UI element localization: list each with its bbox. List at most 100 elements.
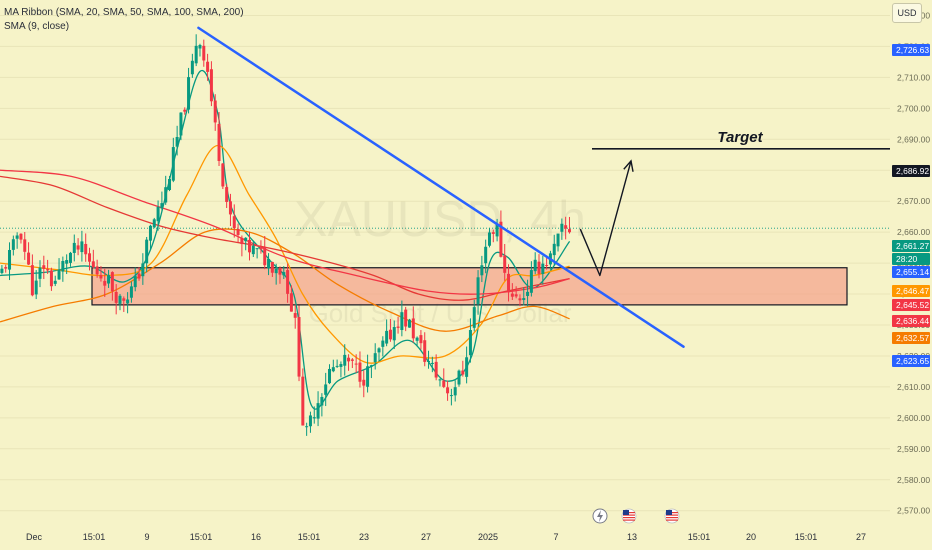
candle-44[interactable]: [168, 176, 172, 192]
candle-128[interactable]: [487, 227, 491, 248]
candle-18[interactable]: [68, 251, 72, 267]
candle-12[interactable]: [46, 259, 50, 274]
candle-40[interactable]: [152, 217, 156, 229]
candle-91[interactable]: [347, 354, 351, 371]
candle-90[interactable]: [343, 344, 347, 376]
candle-26[interactable]: [99, 266, 103, 282]
candle-52[interactable]: [198, 43, 202, 57]
candle-15[interactable]: [57, 258, 61, 280]
candle-122[interactable]: [465, 346, 469, 384]
candle-68[interactable]: [259, 240, 263, 254]
candle-95[interactable]: [362, 370, 366, 398]
candle-51[interactable]: [194, 34, 198, 67]
candle-81[interactable]: [308, 411, 312, 433]
candle-135[interactable]: [514, 286, 518, 299]
candle-37[interactable]: [141, 253, 145, 285]
candle-17[interactable]: [65, 254, 69, 275]
candle-82[interactable]: [312, 406, 316, 424]
candle-86[interactable]: [327, 364, 331, 385]
candle-43[interactable]: [164, 175, 168, 205]
candle-64[interactable]: [244, 237, 248, 251]
candle-140[interactable]: [533, 252, 537, 275]
price-label-6[interactable]: 2,645.52: [892, 299, 930, 311]
candle-29[interactable]: [110, 271, 114, 301]
candle-11[interactable]: [42, 255, 46, 280]
indicator-sma-9[interactable]: SMA (9, close): [4, 21, 70, 32]
candle-105[interactable]: [400, 300, 404, 337]
candle-24[interactable]: [91, 249, 95, 269]
candle-134[interactable]: [510, 283, 514, 301]
candle-8[interactable]: [30, 254, 34, 297]
candle-111[interactable]: [423, 332, 427, 367]
candle-103[interactable]: [392, 320, 396, 350]
candle-39[interactable]: [148, 224, 152, 250]
candle-118[interactable]: [449, 388, 453, 406]
candle-57[interactable]: [217, 111, 221, 167]
candle-19[interactable]: [72, 234, 76, 262]
price-label-2[interactable]: 2,661.27: [892, 240, 930, 252]
candle-131[interactable]: [499, 210, 503, 258]
candle-50[interactable]: [190, 53, 194, 78]
candle-62[interactable]: [236, 223, 240, 243]
candle-9[interactable]: [34, 270, 38, 300]
candle-58[interactable]: [221, 163, 225, 190]
candle-71[interactable]: [270, 261, 274, 277]
candle-27[interactable]: [103, 268, 107, 297]
candle-56[interactable]: [213, 94, 217, 131]
price-label-1[interactable]: 2,686.92: [892, 165, 930, 177]
candle-4[interactable]: [15, 232, 19, 249]
candle-36[interactable]: [137, 267, 141, 281]
candle-13[interactable]: [49, 267, 53, 291]
candle-149[interactable]: [567, 216, 571, 234]
currency-button[interactable]: USD: [892, 3, 922, 23]
support-zone[interactable]: [91, 267, 848, 306]
candle-106[interactable]: [404, 306, 408, 332]
candle-10[interactable]: [38, 260, 42, 288]
candle-48[interactable]: [183, 107, 187, 115]
candle-99[interactable]: [377, 347, 381, 362]
candle-112[interactable]: [427, 350, 431, 369]
candle-35[interactable]: [133, 267, 137, 292]
price-label-4[interactable]: 2,655.14: [892, 266, 930, 278]
candle-142[interactable]: [541, 255, 545, 285]
price-label-3[interactable]: 28:20: [892, 253, 930, 265]
candle-22[interactable]: [84, 233, 88, 262]
candle-16[interactable]: [61, 256, 65, 282]
candle-28[interactable]: [107, 269, 111, 288]
candle-98[interactable]: [373, 343, 377, 370]
candle-108[interactable]: [411, 306, 415, 343]
price-label-7[interactable]: 2,636.44: [892, 315, 930, 327]
candle-136[interactable]: [518, 294, 522, 307]
projection-path[interactable]: [579, 160, 632, 277]
candle-59[interactable]: [225, 183, 229, 208]
candle-5[interactable]: [19, 233, 23, 244]
candle-77[interactable]: [293, 304, 297, 329]
us-flag-icon-1[interactable]: [664, 508, 680, 524]
candle-129[interactable]: [491, 229, 495, 243]
lightning-icon[interactable]: [592, 508, 608, 524]
candle-102[interactable]: [388, 319, 392, 342]
candle-137[interactable]: [522, 287, 526, 306]
candle-117[interactable]: [446, 380, 450, 401]
candle-46[interactable]: [175, 125, 179, 156]
candle-42[interactable]: [160, 191, 164, 211]
candle-121[interactable]: [461, 360, 465, 377]
candle-148[interactable]: [564, 216, 568, 240]
candle-115[interactable]: [438, 378, 442, 387]
price-label-8[interactable]: 2,632.57: [892, 332, 930, 344]
candle-109[interactable]: [415, 336, 419, 347]
candle-146[interactable]: [556, 233, 560, 252]
candle-100[interactable]: [381, 336, 385, 357]
price-label-5[interactable]: 2,646.47: [892, 285, 930, 297]
candle-55[interactable]: [209, 61, 213, 107]
candle-127[interactable]: [484, 239, 488, 274]
candle-78[interactable]: [297, 305, 301, 382]
candle-69[interactable]: [263, 236, 267, 270]
candle-126[interactable]: [480, 255, 484, 283]
candle-3[interactable]: [11, 235, 15, 256]
candle-31[interactable]: [118, 293, 122, 311]
candle-0[interactable]: [0, 265, 4, 275]
candle-30[interactable]: [114, 284, 118, 315]
candle-94[interactable]: [358, 351, 362, 388]
